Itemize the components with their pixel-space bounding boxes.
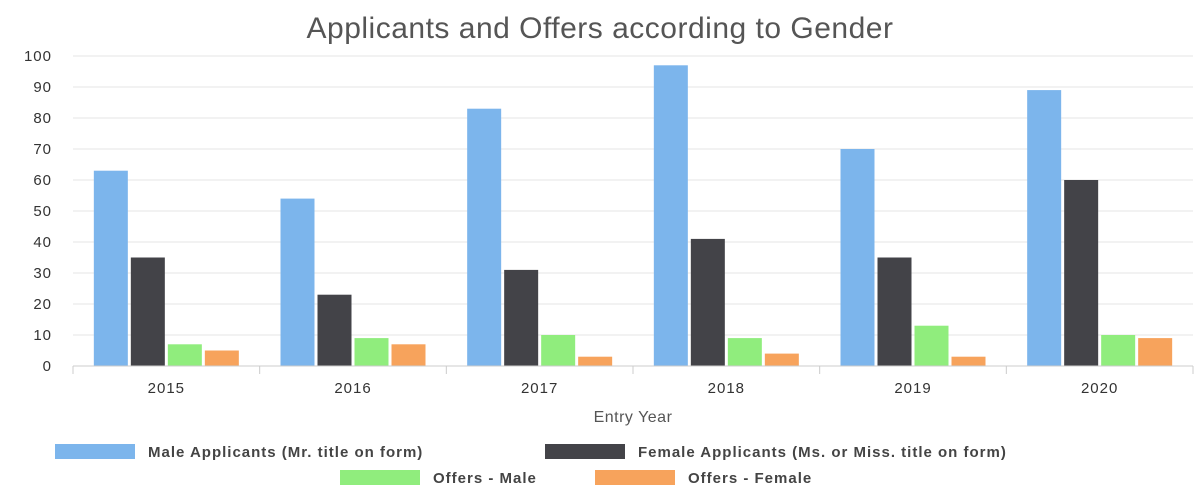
- bar-2018-series-2[interactable]: [690, 238, 725, 366]
- bar-2017-series-4[interactable]: [578, 356, 613, 366]
- bar-2016-series-4[interactable]: [391, 344, 426, 366]
- bar-2015-series-1[interactable]: [93, 170, 128, 366]
- legend-label: Offers - Female: [688, 470, 812, 487]
- legend-swatch: [55, 444, 135, 459]
- y-tick-label: 60: [33, 172, 52, 189]
- legend-swatch: [545, 444, 625, 459]
- x-tick-label: 2018: [708, 380, 745, 397]
- bar-2015-series-2[interactable]: [130, 257, 165, 367]
- x-tick-label: 2016: [334, 380, 371, 397]
- bar-2019-series-2[interactable]: [877, 257, 912, 367]
- bar-2015-series-3[interactable]: [167, 344, 202, 366]
- bar-2018-series-3[interactable]: [727, 338, 762, 366]
- legend-item-1[interactable]: Male Applicants (Mr. title on form): [55, 444, 423, 461]
- x-tick-label: 2019: [894, 380, 931, 397]
- legend: Male Applicants (Mr. title on form) Femal…: [55, 444, 1007, 487]
- x-axis-ticks: 2015 2016 2017 2018 2019 2020: [148, 380, 1118, 397]
- y-tick-label: 50: [33, 203, 52, 220]
- x-axis-label: Entry Year: [594, 409, 673, 426]
- bar-2019-series-4[interactable]: [951, 356, 986, 366]
- y-tick-label: 80: [33, 110, 52, 127]
- legend-item-4[interactable]: Offers - Female: [595, 470, 812, 487]
- y-axis-ticks: 0 10 20 30 40 50 60 70 80 90 100: [24, 48, 52, 375]
- x-tick-label: 2015: [148, 380, 185, 397]
- y-tick-label: 20: [33, 296, 52, 313]
- legend-label: Female Applicants (Ms. or Miss. title on…: [638, 444, 1007, 461]
- bar-2020-series-1[interactable]: [1027, 90, 1062, 366]
- legend-swatch: [595, 470, 675, 485]
- y-tick-label: 100: [24, 48, 52, 65]
- bar-2016-series-3[interactable]: [354, 338, 389, 366]
- y-tick-label: 70: [33, 141, 52, 158]
- bar-2019-series-1[interactable]: [840, 149, 875, 366]
- bar-2016-series-2[interactable]: [317, 294, 352, 366]
- y-tick-label: 30: [33, 265, 52, 282]
- bar-2018-series-1[interactable]: [653, 65, 688, 367]
- legend-label: Offers - Male: [433, 470, 537, 487]
- bar-2016-series-1[interactable]: [280, 198, 315, 366]
- bars: [93, 65, 1173, 367]
- bar-2018-series-4[interactable]: [764, 353, 799, 366]
- bar-2017-series-2[interactable]: [504, 269, 539, 366]
- bar-2019-series-3[interactable]: [914, 325, 949, 366]
- bar-2020-series-3[interactable]: [1101, 335, 1136, 366]
- x-tick-label: 2020: [1081, 380, 1118, 397]
- bar-2020-series-2[interactable]: [1064, 180, 1099, 366]
- bar-2017-series-3[interactable]: [541, 335, 576, 366]
- bar-2020-series-4[interactable]: [1138, 338, 1173, 366]
- y-tick-label: 90: [33, 79, 52, 96]
- chart-title: Applicants and Offers according to Gende…: [307, 12, 894, 45]
- y-tick-label: 40: [33, 234, 52, 251]
- legend-item-2[interactable]: Female Applicants (Ms. or Miss. title on…: [545, 444, 1007, 461]
- legend-swatch: [340, 470, 420, 485]
- legend-label: Male Applicants (Mr. title on form): [148, 444, 423, 461]
- bar-2015-series-4[interactable]: [204, 350, 239, 367]
- bar-2017-series-1[interactable]: [467, 108, 502, 366]
- y-tick-label: 10: [33, 327, 52, 344]
- legend-item-3[interactable]: Offers - Male: [340, 470, 537, 487]
- grid-lines: [72, 55, 1194, 374]
- y-tick-label: 0: [43, 358, 52, 375]
- x-tick-label: 2017: [521, 380, 558, 397]
